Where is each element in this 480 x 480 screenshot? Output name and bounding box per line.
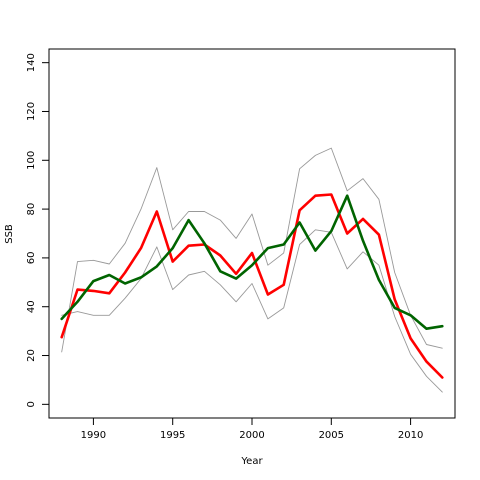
x-tick-label: 2010	[398, 430, 423, 441]
y-axis: 0 20 40 60 80 100 120 140	[26, 53, 50, 408]
x-axis-label: Year	[240, 456, 263, 467]
x-axis: 1990 1995 2000 2005 2010	[81, 417, 423, 441]
x-tick-label: 2000	[239, 430, 264, 441]
x-tick-label: 1995	[160, 430, 185, 441]
x-tick-label: 1990	[81, 430, 106, 441]
x-tick-label: 2005	[319, 430, 344, 441]
plot-frame	[48, 48, 456, 419]
y-tick-label: 60	[26, 252, 37, 265]
y-tick-label: 0	[26, 401, 37, 407]
series-line-3	[61, 147, 443, 353]
y-tick-label: 40	[26, 300, 37, 313]
series-line-4	[61, 229, 443, 393]
y-tick-label: 140	[26, 53, 37, 72]
series-line-1	[60, 193, 444, 379]
y-tick-label: 120	[26, 102, 37, 121]
y-tick-label: 100	[26, 151, 37, 170]
series-layer	[60, 147, 444, 393]
series-line-2	[60, 194, 444, 331]
y-axis-label: SSB	[4, 224, 15, 244]
y-tick-label: 20	[26, 349, 37, 362]
y-tick-label: 80	[26, 203, 37, 216]
